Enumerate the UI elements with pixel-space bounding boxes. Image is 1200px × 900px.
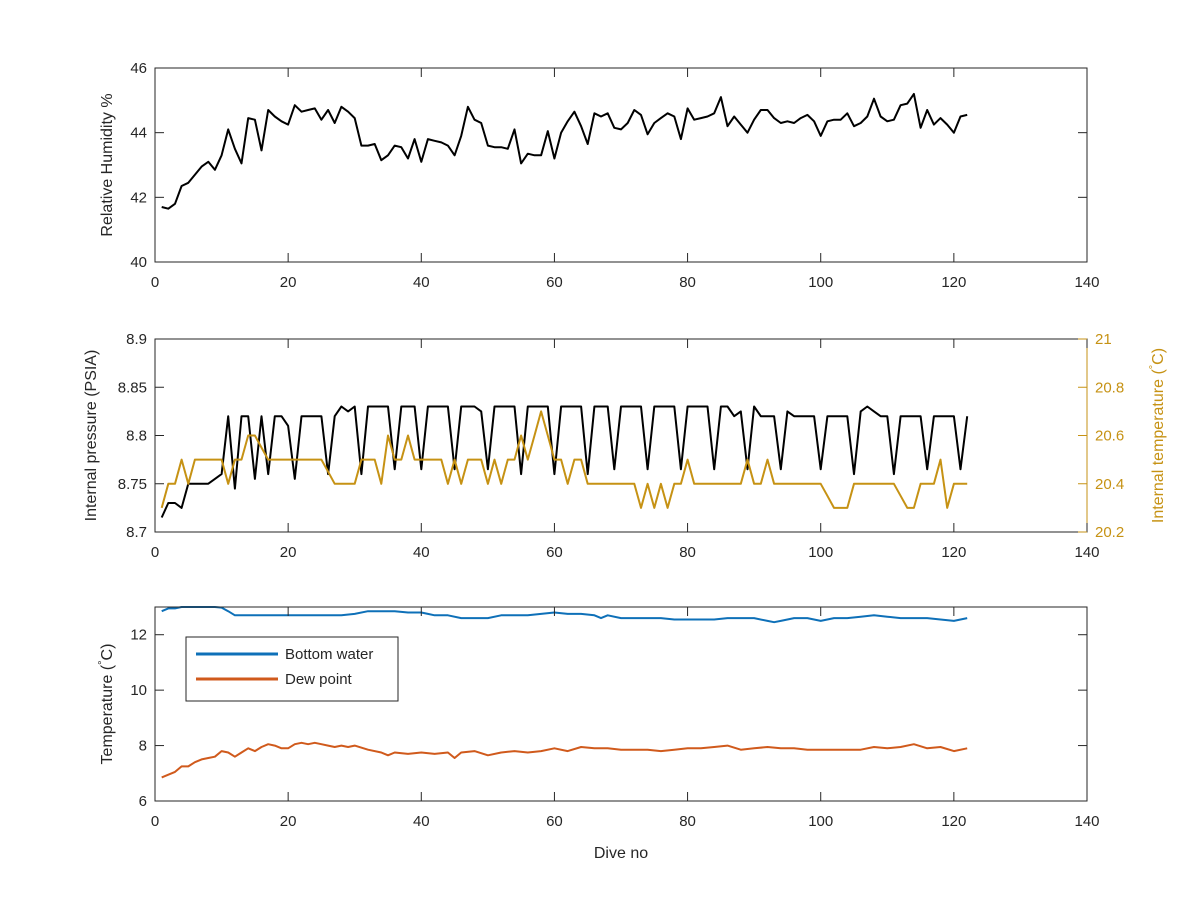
x-tick-label-1: 100	[808, 274, 833, 291]
legend-label: Dew point	[285, 671, 353, 688]
x-tick-label-1: 40	[413, 274, 430, 291]
y-axis-label-3: Temperature (°C)	[97, 644, 116, 765]
y-right-tick-label-2: 20.4	[1095, 476, 1124, 493]
y-tick-label-2: 8.85	[118, 379, 147, 396]
series-line-2-right	[160, 410, 968, 509]
y-axis-label-1: Relative Humidity %	[99, 93, 116, 236]
plot-frame-3	[154, 606, 1088, 802]
series-line-3-1	[161, 606, 968, 624]
x-tick-label-2: 100	[808, 544, 833, 561]
x-axis-label-3: Dive no	[594, 845, 648, 862]
y-tick-label-2: 8.9	[126, 331, 147, 348]
x-tick-label-1: 60	[546, 274, 563, 291]
plot-frame-1	[154, 67, 1088, 263]
x-tick-label-1: 20	[280, 274, 297, 291]
series-line-3-2	[161, 741, 968, 779]
y-tick-label-1: 44	[130, 125, 147, 142]
x-tick-label-3: 0	[151, 813, 159, 830]
y-tick-label-2: 8.75	[118, 476, 147, 493]
y-tick-label-2: 8.8	[126, 428, 147, 445]
x-tick-label-2: 40	[413, 544, 430, 561]
x-tick-label-2: 120	[941, 544, 966, 561]
y-tick-label-1: 46	[130, 60, 147, 77]
legend-label: Bottom water	[285, 646, 373, 663]
x-tick-label-2: 140	[1074, 544, 1099, 561]
y-axis-label-2: Internal pressure (PSIA)	[83, 350, 100, 522]
y-tick-label-3: 8	[139, 738, 147, 755]
x-tick-label-2: 80	[679, 544, 696, 561]
y-right-tick-label-2: 21	[1095, 331, 1112, 348]
x-tick-label-3: 120	[941, 813, 966, 830]
x-tick-label-3: 40	[413, 813, 430, 830]
x-tick-label-3: 140	[1074, 813, 1099, 830]
x-tick-label-1: 80	[679, 274, 696, 291]
series-line-1-1	[161, 92, 968, 210]
y-tick-label-1: 40	[130, 254, 147, 271]
x-tick-label-1: 120	[941, 274, 966, 291]
x-tick-label-2: 0	[151, 544, 159, 561]
x-tick-label-3: 20	[280, 813, 297, 830]
y-tick-label-3: 6	[139, 793, 147, 810]
x-tick-label-3: 100	[808, 813, 833, 830]
y-tick-label-2: 8.7	[126, 524, 147, 541]
x-tick-label-3: 80	[679, 813, 696, 830]
y-tick-label-3: 10	[130, 682, 147, 699]
series-line-2-1	[160, 405, 969, 518]
x-tick-label-1: 0	[151, 274, 159, 291]
y-right-tick-label-2: 20.6	[1095, 428, 1124, 445]
y-axis-label-right-2: Internal temperature (°C)	[1148, 348, 1167, 523]
y-tick-label-1: 42	[130, 189, 147, 206]
y-tick-label-3: 12	[130, 627, 147, 644]
x-tick-label-3: 60	[546, 813, 563, 830]
x-tick-label-2: 20	[280, 544, 297, 561]
x-tick-label-1: 140	[1074, 274, 1099, 291]
y-right-tick-label-2: 20.8	[1095, 379, 1124, 396]
x-tick-label-2: 60	[546, 544, 563, 561]
legend-box	[185, 636, 399, 702]
y-right-tick-label-2: 20.2	[1095, 524, 1124, 541]
